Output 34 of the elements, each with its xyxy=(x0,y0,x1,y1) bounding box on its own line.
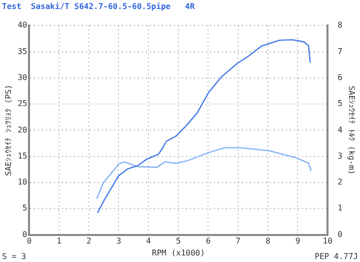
x-tick-label: 4 xyxy=(146,236,152,246)
x-tick-label: 7 xyxy=(236,236,241,246)
y-tick-label: 10 xyxy=(18,178,28,187)
y2-tick-label: 6 xyxy=(338,72,343,82)
text: PEP 4.77J xyxy=(314,252,358,262)
y-tick-label: 30 xyxy=(18,72,28,82)
y-tick-label: 25 xyxy=(18,99,28,108)
x-tick-label: 8 xyxy=(266,236,270,246)
y2-tick-label: 5 xyxy=(338,99,343,108)
y2-axis-title: SAEｼｭｳｾｲﾁ ﾄﾙｸ (kg-m) xyxy=(347,86,356,175)
x-tick-label: 10 xyxy=(322,236,333,246)
y2-tick-label: 0 xyxy=(338,230,343,239)
chart-title: Test Sasaki/T S642.7-60.5-60.5pipe 4R xyxy=(2,2,195,11)
y-tick-label: 35 xyxy=(18,46,28,56)
x-tick-label: 6 xyxy=(206,236,211,246)
y-axis-title: SAEｼｭｳｾｲﾁ ｼｭﾂﾘｮｸ (PS) xyxy=(4,84,13,176)
y2-tick-label: 4 xyxy=(338,125,343,134)
y-tick-label: 15 xyxy=(18,151,28,160)
y2-tick-label: 2 xyxy=(338,178,343,187)
y-tick-label: 5 xyxy=(22,204,28,213)
y-tick-label: 0 xyxy=(22,230,28,239)
y-tick-label: 40 xyxy=(18,20,28,30)
x-tick-label: 1 xyxy=(56,236,62,246)
x-tick-label: 9 xyxy=(295,236,300,246)
text: S = 3 xyxy=(2,252,26,262)
x-axis-title: RPM (x1000) xyxy=(152,248,205,258)
y-tick-label: 20 xyxy=(18,125,28,134)
x-tick-label: 3 xyxy=(116,236,122,246)
y2-tick-label: 1 xyxy=(338,204,343,213)
y2-tick-label: 8 xyxy=(338,20,343,30)
y2-tick-label: 3 xyxy=(338,151,343,160)
x-tick-label: 5 xyxy=(176,236,181,246)
x-tick-label: 2 xyxy=(86,236,92,246)
y2-tick-label: 7 xyxy=(338,46,343,56)
